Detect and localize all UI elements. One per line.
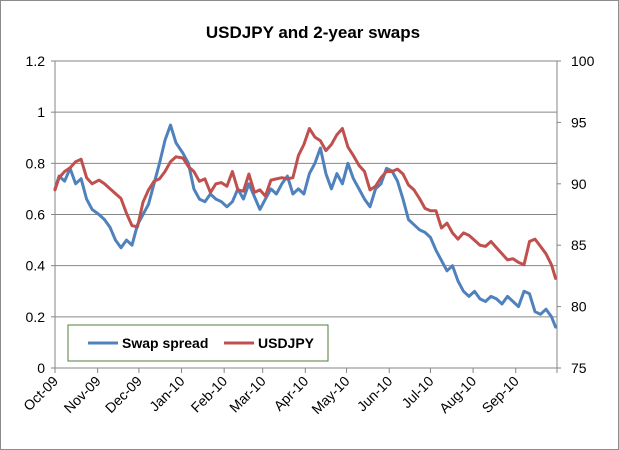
- x-tick-label-2: Dec-09: [102, 373, 145, 416]
- y-right-tick-label-1: 80: [571, 299, 587, 315]
- legend: Swap spread USDJPY: [67, 324, 329, 362]
- y-left-tick-label-5: 1: [37, 104, 45, 120]
- series-line-swap-spread: [53, 123, 558, 329]
- y-right-tick-label-5: 100: [571, 53, 595, 69]
- legend-label-swap-spread: Swap spread: [122, 335, 208, 351]
- x-tick-label-1: Nov-09: [61, 373, 104, 416]
- x-tick-label-6: Apr-10: [270, 373, 311, 414]
- x-tick-label-4: Feb-10: [188, 373, 231, 416]
- axes-layer: 0 0.2 0.4 0.6 0.8 1 1.2 75 80 85 90 95 100 Oct-09 Nov-…: [20, 53, 594, 417]
- chart-title: USDJPY and 2-year swaps: [206, 23, 420, 42]
- y-right-tick-label-0: 75: [571, 360, 587, 376]
- y-left-tick-label-1: 0.2: [26, 309, 46, 325]
- legend-label-usdjpy: USDJPY: [258, 335, 315, 351]
- x-tick-label-11: Sep-10: [479, 373, 522, 416]
- y-left-tick-label-6: 1.2: [26, 53, 46, 69]
- y-left-tick-label-4: 0.8: [26, 155, 46, 171]
- y-left-tick-label-3: 0.6: [26, 207, 46, 223]
- series-layer: [53, 123, 558, 329]
- x-tick-label-10: Aug-10: [436, 373, 479, 416]
- legend-box: [67, 324, 329, 362]
- x-tick-label-5: Mar-10: [226, 373, 269, 416]
- series-line-usdjpy: [53, 127, 558, 280]
- x-tick-label-9: Jul-10: [398, 373, 436, 411]
- y-left-tick-label-0: 0: [37, 360, 45, 376]
- x-tick-label-3: Jan-10: [146, 373, 188, 415]
- y-left-tick-label-2: 0.4: [26, 258, 46, 274]
- y-right-tick-label-3: 90: [571, 176, 587, 192]
- x-tick-label-7: May-10: [308, 373, 352, 417]
- y-right-tick-label-4: 95: [571, 114, 587, 130]
- y-right-tick-label-2: 85: [571, 237, 587, 253]
- x-tick-label-0: Oct-09: [20, 373, 61, 414]
- grid-layer: [55, 111, 557, 318]
- x-tick-label-8: Jun-10: [354, 373, 396, 415]
